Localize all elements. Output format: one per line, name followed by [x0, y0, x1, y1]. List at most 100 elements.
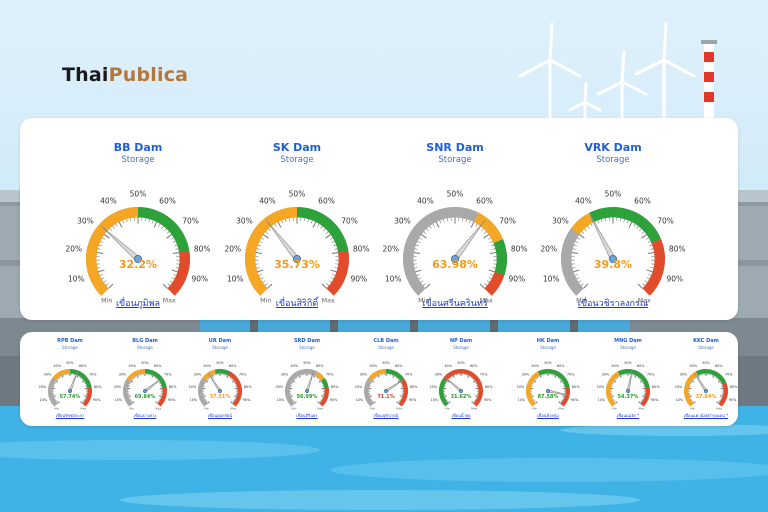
gauge-tick	[158, 381, 161, 383]
gauge-subtitle: Storage	[280, 155, 314, 165]
gauge-zone-red	[82, 387, 92, 407]
gauge-tick	[414, 267, 418, 269]
gauge-max-label: Max	[163, 296, 176, 304]
gauge-tick	[395, 376, 398, 379]
gauge-tick	[317, 223, 320, 227]
gauge-min-label: Min	[370, 407, 375, 411]
gauge-tick	[489, 251, 497, 254]
gauge-dam-link[interactable]: เขื่อนศรีนครินทร์	[422, 299, 488, 309]
gauge-tick	[581, 231, 585, 234]
gauge-zone-orange	[86, 207, 138, 296]
gauge-tick	[491, 244, 495, 247]
gauge-tick	[557, 376, 560, 379]
gauge-zone-red	[227, 371, 242, 407]
gauge-tick	[317, 401, 320, 404]
gauge-dam-link[interactable]: เขื่อนแควน้อยบำรุงแดน *	[683, 413, 729, 418]
gauge-scale-label: 70%	[164, 373, 172, 377]
gauge-needle-hub	[459, 389, 463, 393]
gauge-needle	[265, 220, 300, 262]
gauge-scale-label: 90%	[409, 398, 417, 402]
gauge-needle	[444, 377, 463, 393]
gauge-tick	[473, 379, 475, 381]
gauge-tick	[172, 241, 176, 243]
gauge-scale-label: 30%	[236, 216, 253, 225]
gauge-dam-link[interactable]: เขื่อนแม่งัด *	[616, 413, 640, 418]
gauge-dam-link[interactable]: เขื่อนน้ำพุง	[451, 413, 471, 418]
gauge-tick	[446, 380, 450, 383]
gauge-tick	[475, 383, 478, 385]
gauge-tick	[614, 379, 616, 381]
thaipublica-logo: ThaiPublica	[62, 64, 188, 86]
gauge-title: VRK Dam	[584, 141, 642, 154]
gauge-tick	[129, 381, 132, 383]
gauge-dam-link[interactable]: เขื่อนภูมิพล	[115, 299, 161, 309]
gauge-needle	[208, 373, 222, 393]
gauge-tick	[397, 380, 401, 383]
gauge-dam-link[interactable]: เขื่อนสิริกิติ์	[275, 299, 319, 309]
gauge-tick	[370, 381, 373, 383]
gauge-tick	[533, 380, 537, 383]
gauge-tick	[53, 383, 56, 385]
gauge-tick	[636, 375, 638, 378]
gauge-dial: 10% 20% 30% 40% 50% 60% 70% 80% 90% Min Max	[540, 190, 685, 305]
gauge-tick	[234, 397, 237, 399]
gauge-scale-label: 50%	[66, 361, 74, 365]
gauge-tick	[604, 218, 607, 222]
gauge-min-label: Min	[101, 296, 112, 304]
gauge-tick	[373, 401, 376, 404]
gauge-tick	[489, 241, 493, 243]
gauge-zone-red	[443, 369, 483, 407]
gauge-dam-link[interactable]: เขื่อนสิรินธร	[296, 413, 318, 418]
gauge-tick	[80, 401, 83, 404]
gauge-dam-link[interactable]: เขื่อนบางลาง	[133, 413, 157, 418]
gauge-tick	[559, 380, 563, 383]
gauge-tick	[475, 223, 478, 227]
gauge-tick	[129, 398, 131, 400]
gauge-tick	[319, 379, 321, 381]
gauge-tick	[334, 248, 338, 250]
gauge-dam-link[interactable]: เขื่อนห้วยกุ่ม	[537, 413, 559, 418]
gauge-scale-label: 70%	[239, 373, 247, 377]
gauge-tick	[472, 380, 476, 383]
gauge-scale-label: 30%	[44, 373, 52, 377]
gauge-scale-label: 10%	[115, 398, 123, 402]
gauge-max-label: Max	[638, 407, 644, 411]
gauge-tick	[556, 375, 558, 378]
gauge-tick	[642, 397, 645, 399]
gauge-scale-label: 50%	[447, 190, 464, 199]
gauge-tick	[554, 375, 557, 378]
gauge-tick	[133, 376, 136, 379]
gauge-tick	[316, 376, 319, 379]
gauge-scale-label: 30%	[522, 373, 530, 377]
gauge-tick	[611, 395, 614, 397]
gauge-dam-link[interactable]: เขื่อนรัชชประภา	[55, 413, 85, 418]
gauge-min-label: Min	[690, 407, 695, 411]
gauge-tick	[394, 375, 396, 378]
gauge-tick	[331, 241, 335, 243]
gauge-tick	[228, 375, 230, 378]
gauge-tick	[98, 269, 105, 273]
gauge-tick	[76, 375, 79, 378]
gauge-tick	[277, 221, 282, 228]
gauge-dam-link[interactable]: เขื่อนจุฬาภรณ์	[373, 413, 399, 418]
gauge-tick	[718, 401, 720, 403]
gauge-tick	[131, 401, 133, 403]
gauge-tick	[465, 218, 467, 223]
gauge-tick	[80, 377, 83, 380]
main-gauges-panel: BB Dam Storage 10% 20% 30% 40% 50% 60% 70% 80% 90%…	[20, 118, 738, 320]
gauge-tick	[451, 375, 453, 378]
gauge-tick	[447, 401, 449, 403]
gauge-tick	[206, 401, 208, 403]
gauge-tick	[96, 251, 104, 254]
gauge-dam-link[interactable]: เขื่อนวชิราลงกรณ	[577, 299, 649, 309]
gauge-scale-label: 50%	[457, 361, 465, 365]
gauge-tick	[128, 397, 131, 399]
gauge-scale-label: 60%	[154, 364, 162, 368]
gauge-tick	[206, 379, 208, 381]
gauge-dam-link[interactable]: เขื่อนอุบลรัตน์	[207, 413, 233, 418]
gauge-value: 37.84%	[695, 394, 717, 400]
gauge-min-label: Min	[532, 407, 537, 411]
gauge-dial: 10% 20% 30% 40% 50% 60% 70% 80% 90% Min Max	[517, 361, 581, 411]
gauge-tick	[207, 377, 210, 380]
gauge-subtitle: Storage	[438, 155, 472, 165]
